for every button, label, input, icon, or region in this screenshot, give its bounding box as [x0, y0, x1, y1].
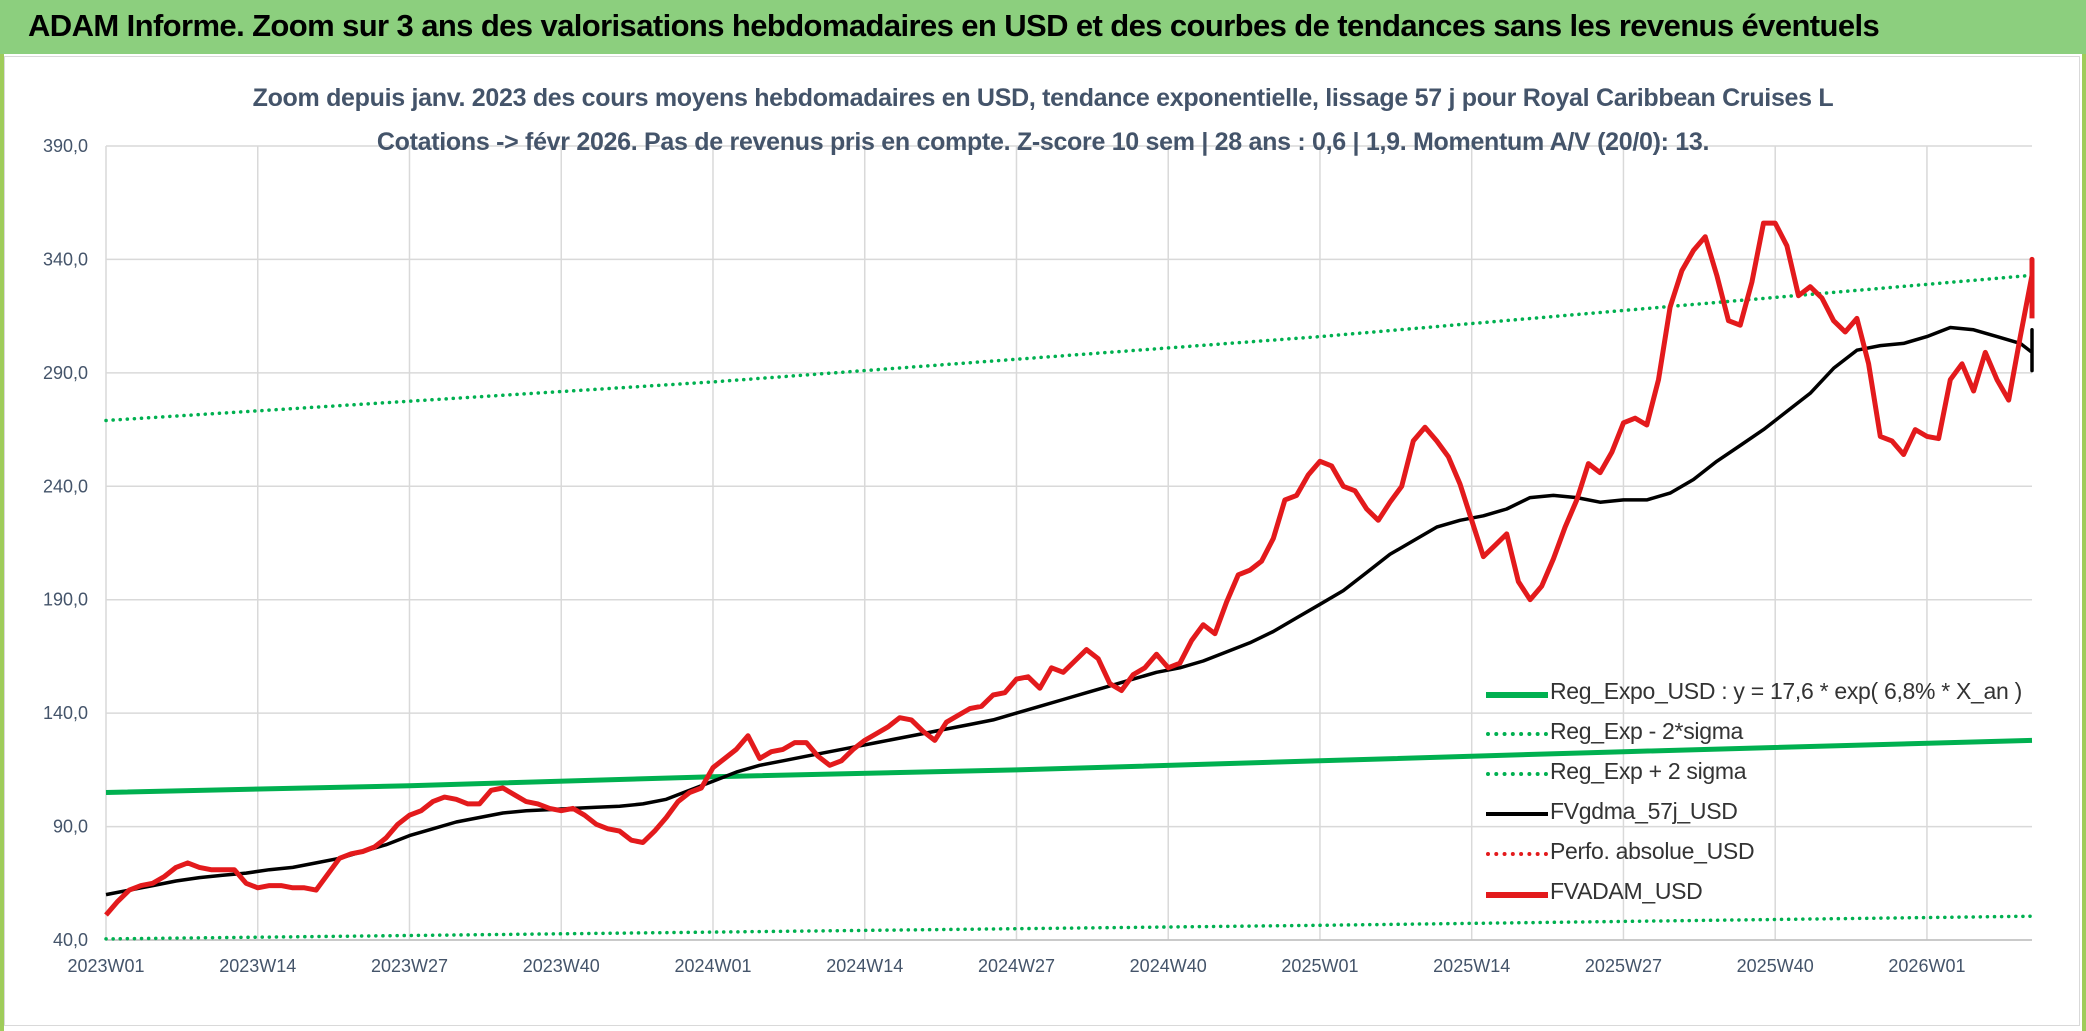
- x-tick-label: 2024W40: [1130, 956, 1207, 976]
- legend-swatch: [1486, 892, 1548, 898]
- y-tick-label: 190,0: [43, 590, 88, 610]
- series-line-1: [104, 914, 2034, 941]
- legend-item: Reg_Exp - 2*sigma: [1482, 714, 2042, 754]
- x-tick-label: 2023W14: [219, 956, 296, 976]
- x-tick-label: 2025W14: [1433, 956, 1510, 976]
- chart-subtitle: Cotations -> févr 2026. Pas de revenus p…: [376, 128, 1710, 156]
- chart-title: Zoom depuis janv. 2023 des cours moyens …: [252, 84, 1834, 112]
- x-tick-label: 2023W01: [67, 956, 144, 976]
- x-tick-label: 2024W14: [826, 956, 903, 976]
- x-tick-label: 2023W40: [523, 956, 600, 976]
- legend-swatch: [1486, 852, 1548, 856]
- x-tick-label: 2025W40: [1737, 956, 1814, 976]
- x-tick-label: 2025W01: [1281, 956, 1358, 976]
- legend-label: FVgdma_57j_USD: [1550, 798, 1738, 824]
- y-tick-label: 340,0: [43, 249, 88, 269]
- series-layer: [104, 220, 2035, 941]
- x-tick-label: 2025W27: [1585, 956, 1662, 976]
- legend-item: FVgdma_57j_USD: [1482, 794, 2042, 834]
- y-axis-ticks: 40,0 90,0 140,0 190,0 240,0 290,0 340,0 390,0: [43, 136, 88, 950]
- legend-swatch: [1486, 812, 1548, 816]
- legend-swatch: [1486, 732, 1548, 736]
- chart-legend: Reg_Expo_USD : y = 17,6 * exp( 6,8% * X_…: [1482, 674, 2042, 914]
- series-line-0: [105, 737, 2033, 795]
- legend-swatch: [1486, 772, 1548, 776]
- x-tick-label: 2024W27: [978, 956, 1055, 976]
- y-tick-label: 240,0: [43, 476, 88, 496]
- x-tick-label: 2024W01: [674, 956, 751, 976]
- legend-item: Perfo. absolue_USD: [1482, 834, 2042, 874]
- x-tick-label: 2023W27: [371, 956, 448, 976]
- chart-frame: [4, 56, 2080, 1026]
- series-line-2: [104, 273, 2034, 423]
- legend-label: FVADAM_USD: [1550, 878, 1703, 904]
- left-edge-bar: [0, 54, 4, 1031]
- legend-label: Reg_Expo_USD : y = 17,6 * exp( 6,8% * X_…: [1550, 678, 2022, 704]
- series-line-3: [105, 325, 2034, 897]
- series-line-5: [104, 220, 2035, 917]
- legend-item: FVADAM_USD: [1482, 874, 2042, 914]
- header-bar: ADAM Informe. Zoom sur 3 ans des valoris…: [0, 0, 2086, 54]
- legend-label: Reg_Exp + 2 sigma: [1550, 758, 1747, 784]
- y-tick-label: 90,0: [53, 817, 88, 837]
- y-tick-label: 290,0: [43, 363, 88, 383]
- y-tick-label: 390,0: [43, 136, 88, 156]
- page-title: ADAM Informe. Zoom sur 3 ans des valoris…: [28, 8, 1880, 43]
- legend-label: Perfo. absolue_USD: [1550, 838, 1755, 864]
- right-edge-bar: [2082, 54, 2086, 1031]
- legend-item: Reg_Exp + 2 sigma: [1482, 754, 2042, 794]
- legend-label: Reg_Exp - 2*sigma: [1550, 718, 1744, 744]
- x-tick-label: 2026W01: [1888, 956, 1965, 976]
- y-tick-label: 40,0: [53, 930, 88, 950]
- x-axis-ticks: 2023W01 2023W14 2023W27 2023W40 2024W01 2024W…: [67, 956, 1965, 976]
- legend-swatch: [1486, 692, 1548, 698]
- y-tick-label: 140,0: [43, 703, 88, 723]
- legend-item: Reg_Expo_USD : y = 17,6 * exp( 6,8% * X_…: [1482, 674, 2042, 714]
